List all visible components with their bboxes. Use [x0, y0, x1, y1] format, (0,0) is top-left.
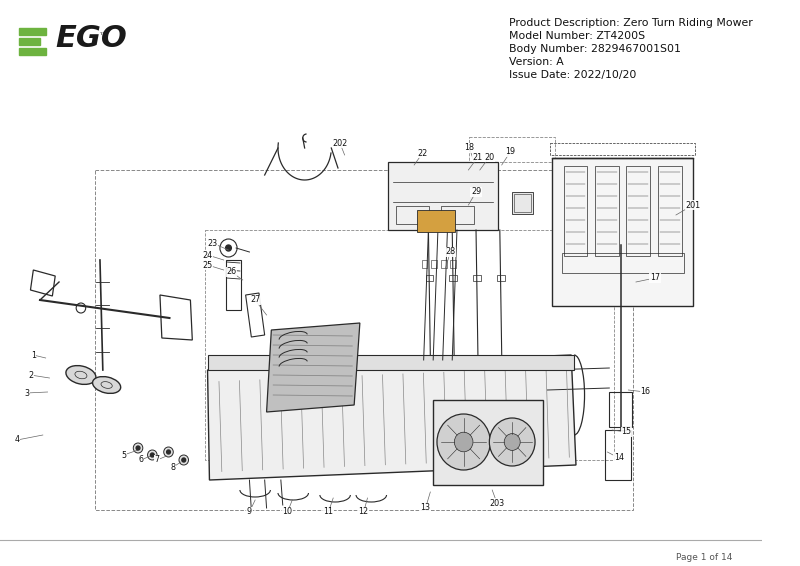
- Text: Product Description: Zero Turn Riding Mower: Product Description: Zero Turn Riding Mo…: [510, 18, 753, 28]
- Bar: [433, 400, 542, 485]
- Text: 2: 2: [28, 371, 33, 379]
- Bar: [19, 48, 46, 55]
- Text: 14: 14: [614, 453, 624, 462]
- Text: 28: 28: [446, 247, 455, 256]
- Bar: [389, 162, 498, 230]
- Text: 20: 20: [484, 152, 494, 161]
- Bar: [422, 260, 427, 268]
- Bar: [450, 260, 456, 268]
- Bar: [431, 260, 437, 268]
- Bar: [562, 253, 683, 273]
- Bar: [550, 143, 695, 155]
- Bar: [497, 275, 505, 281]
- Circle shape: [134, 443, 143, 453]
- Text: 26: 26: [226, 268, 237, 277]
- Bar: [441, 206, 474, 224]
- Bar: [512, 192, 533, 214]
- Circle shape: [226, 245, 231, 251]
- Text: 7: 7: [154, 456, 160, 465]
- Text: 8: 8: [170, 462, 176, 471]
- Text: 201: 201: [686, 200, 701, 209]
- Circle shape: [150, 453, 154, 457]
- Bar: [626, 166, 650, 256]
- Text: Issue Date: 2022/10/20: Issue Date: 2022/10/20: [510, 70, 637, 80]
- Bar: [205, 230, 614, 460]
- Bar: [605, 430, 631, 480]
- Text: 23: 23: [207, 238, 218, 247]
- Text: 17: 17: [650, 273, 660, 282]
- Text: 5: 5: [122, 451, 126, 460]
- Text: 1: 1: [31, 350, 36, 359]
- Text: 21: 21: [473, 152, 483, 161]
- Bar: [19, 28, 46, 35]
- Circle shape: [166, 450, 170, 454]
- Bar: [595, 166, 619, 256]
- Text: 13: 13: [421, 504, 430, 512]
- Circle shape: [182, 458, 186, 462]
- Text: Page 1 of 14: Page 1 of 14: [676, 553, 732, 562]
- Circle shape: [136, 446, 140, 450]
- Text: 203: 203: [490, 499, 505, 508]
- Text: 22: 22: [418, 148, 428, 157]
- Text: Model Number: ZT4200S: Model Number: ZT4200S: [510, 31, 646, 41]
- Circle shape: [179, 455, 189, 465]
- Ellipse shape: [66, 366, 96, 384]
- Text: 12: 12: [358, 508, 369, 517]
- Bar: [564, 166, 587, 256]
- Text: 3: 3: [24, 388, 29, 397]
- Bar: [226, 260, 241, 310]
- Ellipse shape: [93, 376, 121, 393]
- Circle shape: [164, 447, 174, 457]
- Text: 15: 15: [622, 427, 631, 436]
- Bar: [450, 275, 457, 281]
- Bar: [473, 275, 481, 281]
- Bar: [441, 260, 446, 268]
- Text: 25: 25: [202, 260, 213, 269]
- Circle shape: [437, 414, 490, 470]
- Text: 4: 4: [14, 435, 20, 444]
- Text: Body Number: 2829467001S01: Body Number: 2829467001S01: [510, 44, 682, 54]
- Bar: [95, 170, 633, 510]
- Text: 202: 202: [332, 139, 347, 148]
- Text: 6: 6: [138, 456, 143, 465]
- Bar: [552, 158, 693, 306]
- Bar: [207, 355, 574, 370]
- Text: 10: 10: [282, 508, 293, 517]
- Bar: [514, 194, 531, 212]
- Bar: [610, 392, 632, 427]
- Bar: [396, 206, 430, 224]
- Bar: [417, 210, 455, 232]
- Circle shape: [147, 450, 157, 460]
- Bar: [19, 38, 40, 45]
- Bar: [470, 137, 555, 162]
- Polygon shape: [266, 323, 360, 412]
- Circle shape: [490, 418, 535, 466]
- Text: ™: ™: [99, 32, 108, 41]
- Circle shape: [454, 432, 473, 452]
- Circle shape: [504, 434, 520, 451]
- Bar: [658, 166, 682, 256]
- Text: 24: 24: [202, 251, 213, 259]
- Text: 27: 27: [250, 295, 260, 305]
- Text: Version: A: Version: A: [510, 57, 564, 67]
- Text: 16: 16: [641, 388, 650, 397]
- Polygon shape: [207, 355, 576, 480]
- Text: EGO: EGO: [55, 24, 127, 53]
- Text: 9: 9: [247, 508, 252, 517]
- Text: 11: 11: [323, 508, 334, 517]
- Text: 19: 19: [506, 148, 515, 157]
- Bar: [426, 275, 433, 281]
- Text: 29: 29: [471, 187, 481, 196]
- Text: 18: 18: [464, 144, 474, 152]
